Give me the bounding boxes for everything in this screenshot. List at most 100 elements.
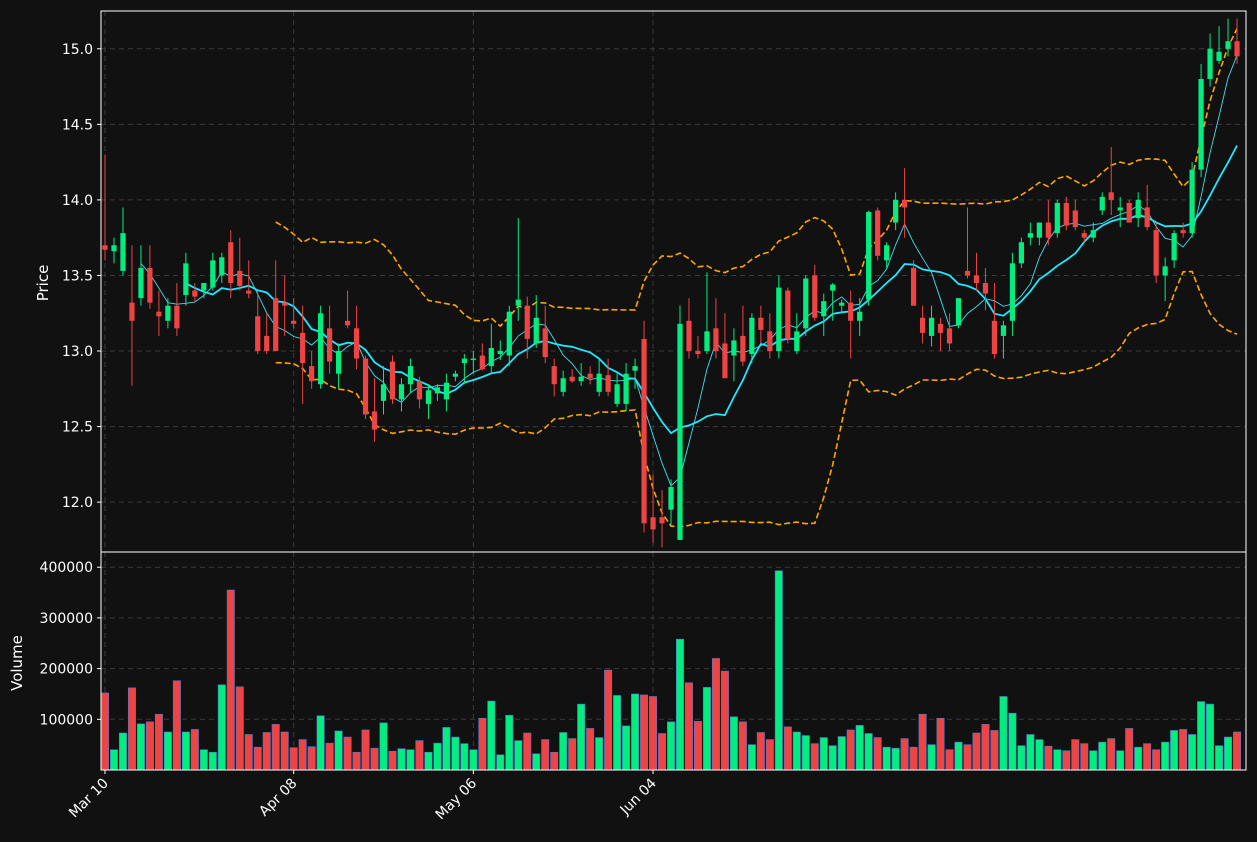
volume-bar bbox=[810, 743, 819, 771]
candle-body bbox=[731, 340, 737, 356]
price-tick-label: 12.5 bbox=[62, 420, 93, 436]
candle-body bbox=[524, 305, 530, 339]
candle-body bbox=[147, 267, 153, 303]
volume-bar bbox=[613, 695, 622, 771]
volume-bar bbox=[864, 733, 873, 771]
moving-averages bbox=[140, 55, 1238, 487]
candle-body bbox=[533, 317, 539, 344]
volume-bar bbox=[1170, 730, 1179, 771]
candle-body bbox=[497, 351, 503, 355]
volume-bar bbox=[900, 738, 909, 771]
volume-bar bbox=[720, 670, 729, 771]
volume-bar bbox=[1116, 750, 1125, 771]
candle-body bbox=[569, 376, 575, 382]
candle-body bbox=[461, 358, 467, 364]
candle-body bbox=[973, 275, 980, 284]
candle-body bbox=[812, 275, 818, 318]
candle-body bbox=[686, 320, 692, 352]
candle-body bbox=[1225, 41, 1231, 49]
candle-body bbox=[309, 366, 315, 382]
volume-bar bbox=[936, 717, 945, 771]
volume-bar bbox=[729, 716, 738, 771]
price-tick-label: 14.0 bbox=[62, 193, 93, 209]
volume-bar bbox=[873, 737, 882, 771]
candle-body bbox=[803, 278, 809, 329]
volume-bar bbox=[478, 717, 487, 771]
volume-bars bbox=[101, 570, 1241, 771]
candle-body bbox=[210, 260, 216, 288]
volume-bar bbox=[954, 741, 963, 771]
candle-body bbox=[991, 320, 998, 355]
candle-body bbox=[111, 245, 117, 252]
volume-bar bbox=[837, 736, 846, 771]
volume-bar bbox=[505, 714, 514, 771]
candle-body bbox=[704, 331, 710, 352]
volume-bar bbox=[415, 740, 424, 771]
volume-bar bbox=[172, 680, 181, 771]
volume-bar bbox=[514, 740, 523, 771]
volume-bar bbox=[343, 736, 352, 771]
candle-body bbox=[452, 373, 458, 377]
volume-bar bbox=[658, 733, 667, 771]
volume-bar bbox=[118, 732, 127, 771]
volume-bar bbox=[199, 749, 208, 771]
volume-bar bbox=[1062, 750, 1071, 771]
candle-body bbox=[479, 355, 485, 370]
candle-body bbox=[821, 301, 827, 317]
volume-bar bbox=[909, 746, 918, 771]
volume-bar bbox=[622, 725, 631, 771]
candle-body bbox=[1027, 233, 1033, 238]
volume-bar bbox=[1179, 729, 1188, 771]
volume-bar bbox=[235, 686, 244, 771]
candle-body bbox=[587, 373, 593, 379]
candle-body bbox=[1180, 230, 1186, 234]
candle-body bbox=[470, 358, 476, 361]
price-tick-label: 14.5 bbox=[62, 117, 93, 133]
candle-body bbox=[901, 199, 908, 208]
candle-body bbox=[722, 343, 728, 379]
volume-bar bbox=[1197, 701, 1206, 771]
candle-body bbox=[551, 366, 557, 385]
volume-bar bbox=[1215, 745, 1224, 771]
volume-bar bbox=[667, 721, 675, 771]
candle-body bbox=[515, 299, 521, 306]
candle-body bbox=[560, 378, 566, 392]
candle-body bbox=[219, 257, 225, 276]
volume-bar bbox=[226, 589, 235, 771]
candle-body bbox=[1108, 192, 1114, 200]
candle-body bbox=[1135, 199, 1141, 219]
volume-bar bbox=[774, 570, 783, 771]
price-tick-labels: 12.0 12.5 13.0 13.5 14.0 14.5 15.0 bbox=[62, 42, 101, 511]
volume-bar bbox=[640, 694, 649, 771]
price-tick-label: 13.0 bbox=[62, 344, 93, 360]
volume-bar bbox=[433, 742, 442, 771]
volume-bar bbox=[568, 738, 577, 771]
candle-body bbox=[1063, 202, 1069, 226]
candle-body bbox=[884, 245, 890, 261]
price-tick-label: 13.5 bbox=[62, 268, 93, 284]
candle-body bbox=[183, 263, 189, 296]
candle-body bbox=[273, 298, 279, 352]
candle-body bbox=[713, 328, 719, 352]
candle-body bbox=[758, 317, 764, 330]
volume-bar bbox=[280, 731, 289, 771]
volume-bar bbox=[999, 696, 1008, 771]
volume-bar bbox=[397, 748, 406, 771]
candle-body bbox=[264, 335, 270, 352]
candle-body bbox=[488, 347, 494, 367]
volume-bar bbox=[1188, 734, 1197, 771]
candle-body bbox=[255, 316, 261, 352]
candle-body bbox=[848, 302, 854, 321]
candle-body bbox=[596, 373, 602, 392]
volume-bar bbox=[559, 732, 568, 771]
volume-bar bbox=[882, 746, 891, 771]
volume-bar bbox=[379, 722, 388, 771]
volume-bar bbox=[460, 743, 469, 771]
candle-body bbox=[434, 387, 441, 394]
candle-body bbox=[740, 335, 746, 362]
candle-body bbox=[650, 517, 656, 530]
candle-body bbox=[120, 233, 126, 271]
candle-body bbox=[318, 313, 324, 385]
candle-body bbox=[1045, 222, 1051, 238]
